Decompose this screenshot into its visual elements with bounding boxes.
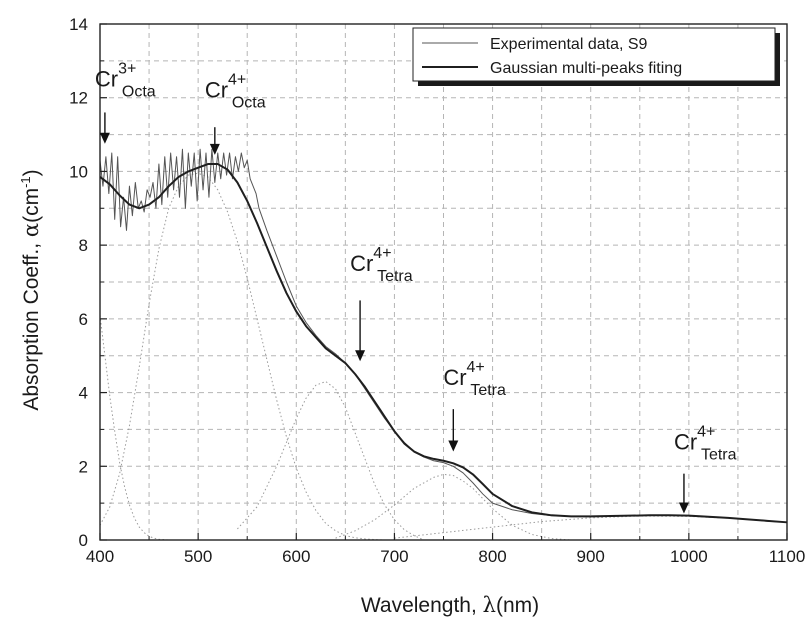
annotation-label: Cr4+ <box>350 245 391 276</box>
annotation-arrowhead <box>209 143 220 155</box>
annotation-label-element: Cr <box>350 251 373 276</box>
annotation-label-site: Tetra <box>701 447 737 464</box>
annotations: Cr3+Octa Cr4+OctaCr4+TetraCr4+TetraCr4+Te… <box>95 61 737 514</box>
annotation-arrowhead <box>99 132 110 144</box>
x-tick-label: 1000 <box>670 547 708 566</box>
x-tick-label: 400 <box>86 547 114 566</box>
x-axis-label-greek: λ <box>483 593 496 617</box>
annotation-label-site: Tetra <box>377 268 413 285</box>
annotation-label: Cr4+ <box>443 359 484 390</box>
series-line-gaussian-component <box>99 172 395 541</box>
x-tick-label: 700 <box>380 547 408 566</box>
x-tick-label: 600 <box>282 547 310 566</box>
legend: Experimental data, S9 Gaussian multi-pea… <box>412 27 780 86</box>
annotation-label-element: Cr <box>674 430 697 455</box>
axis-ticks: 400 500 600 700 800 900 1000 1100 0 2 4 6 8 10 12 14 <box>69 15 805 566</box>
series-line-gaussian-component <box>335 473 572 541</box>
x-axis-label-main: Wavelength, <box>361 594 483 617</box>
x-axis-label: Wavelength, λ(nm) <box>361 593 539 617</box>
y-axis-label-main: Absorption Coeff., <box>20 237 43 411</box>
annotation-label-element: Cr <box>205 78 228 103</box>
y-axis-label: Absorption Coeff., α(cm-1) <box>18 169 43 410</box>
y-tick-label: 6 <box>79 310 88 329</box>
legend-label-fit: Gaussian multi-peaks fiting <box>490 60 682 77</box>
x-tick-label: 1100 <box>769 547 806 566</box>
y-tick-label: 14 <box>69 15 88 34</box>
y-axis-label-sup: -1 <box>18 176 33 188</box>
x-tick-label: 500 <box>184 547 212 566</box>
annotation-label-site: Octa <box>232 95 266 112</box>
annotation-label: Cr4+ <box>674 424 715 455</box>
annotation-label-element: Cr <box>443 365 466 390</box>
annotation-label-oxidation: 3+ <box>118 61 136 78</box>
annotation-label-element: Cr <box>95 67 118 92</box>
annotation-arrowhead <box>678 502 689 514</box>
y-axis-label-unit: (cm <box>20 188 43 223</box>
y-tick-label: 0 <box>79 531 88 550</box>
annotation-label-site: Octa <box>122 84 156 101</box>
annotation-label-oxidation: 4+ <box>228 72 246 89</box>
y-tick-label: 12 <box>69 89 88 108</box>
legend-box <box>412 27 776 82</box>
series-line-experimental <box>99 148 788 523</box>
x-axis-label-unit: (nm) <box>496 594 539 617</box>
y-axis-label-close: ) <box>20 169 43 176</box>
y-tick-label: 8 <box>79 236 88 255</box>
annotation-label-oxidation: 4+ <box>697 424 715 441</box>
y-tick-label: 2 <box>79 457 88 476</box>
annotation-label-oxidation: 4+ <box>373 245 391 262</box>
annotation-arrowhead <box>355 350 366 362</box>
annotation-label-site: Tetra <box>470 382 506 399</box>
x-tick-label: 900 <box>577 547 605 566</box>
x-tick-label: 800 <box>478 547 506 566</box>
annotation-label-oxidation: 4+ <box>467 359 485 376</box>
annotation-label: Cr4+ <box>205 72 246 103</box>
y-tick-label: 10 <box>69 162 88 181</box>
series-line-gaussian-fit <box>99 163 788 524</box>
legend-label-experimental: Experimental data, S9 <box>490 36 648 53</box>
series-group <box>99 148 788 541</box>
annotation-label: Cr3+ <box>95 61 136 92</box>
y-tick-label: 4 <box>79 384 88 403</box>
annotation-arrowhead <box>448 440 459 452</box>
series-line-gaussian-component <box>237 381 425 541</box>
y-axis-label-greek: α <box>19 223 43 237</box>
series-line-gaussian-component <box>99 315 169 541</box>
